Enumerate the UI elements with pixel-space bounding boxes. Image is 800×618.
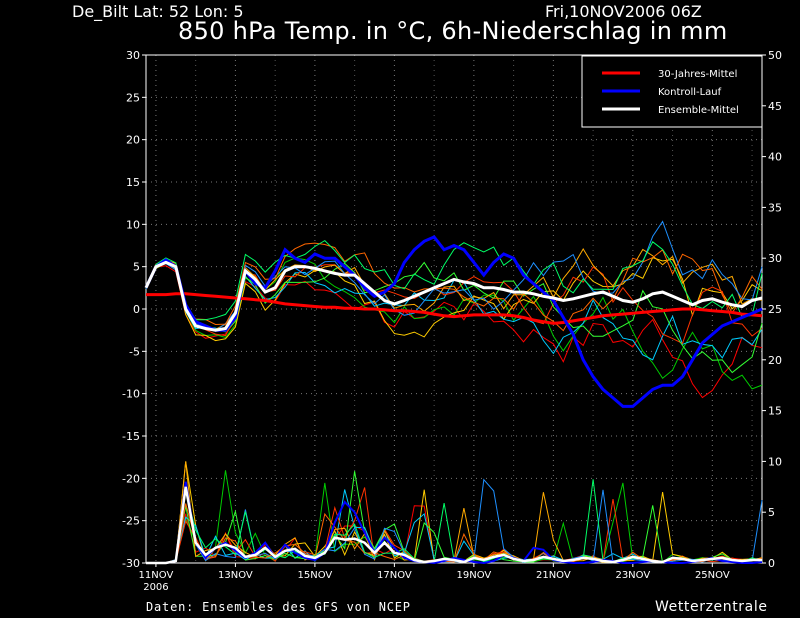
station-info: De_Bilt Lat: 52 Lon: 5	[72, 2, 244, 21]
precip-ensemble-members	[146, 461, 763, 564]
y-tick-label-left: 20	[126, 134, 140, 147]
y-tick-label-right: 50	[768, 49, 782, 62]
temp-member-line	[145, 239, 763, 321]
y-tick-label-left: 25	[126, 91, 140, 104]
precip-ensemble-mean-line	[146, 486, 762, 565]
temp-member-line	[145, 265, 763, 399]
y-tick-label-right: 45	[768, 100, 782, 113]
y-tick-label-right: 35	[768, 201, 782, 214]
y-tick-label-right: 25	[768, 303, 782, 316]
x-tick-label: 21NOV	[536, 570, 571, 581]
x-tick-label: 13NOV	[218, 570, 253, 581]
x-tick-label: 11NOV	[139, 570, 174, 581]
legend-label: Kontroll-Lauf	[658, 87, 722, 98]
y-tick-label-left: 0	[133, 303, 140, 316]
temp-member-line	[145, 220, 763, 332]
climate-mean-line	[146, 292, 763, 325]
y-tick-label-right: 0	[768, 557, 775, 570]
legend: 30-Jahres-Mittel Kontroll-Lauf Ensemble-Mi…	[581, 55, 763, 128]
temp-member-line	[145, 261, 763, 374]
chart-title: 850 hPa Temp. in °C, 6h-Niederschlag in …	[178, 17, 728, 45]
x-tick-sublabel: 2006	[143, 582, 168, 593]
x-tick-label: 17NOV	[377, 570, 412, 581]
y-tick-label-right: 30	[768, 252, 782, 265]
x-tick-label: 19NOV	[456, 570, 491, 581]
data-source: Daten: Ensembles des GFS von NCEP	[146, 600, 411, 614]
y-tick-label-left: 15	[126, 176, 140, 189]
y-tick-label-left: -25	[122, 515, 140, 528]
precip-member-line	[146, 461, 763, 564]
temp-member-line	[145, 242, 763, 332]
y-tick-label-right: 5	[768, 506, 775, 519]
y-tick-label-left: -5	[129, 345, 140, 358]
y-tick-label-right: 10	[768, 455, 782, 468]
temp-member-line	[145, 256, 763, 342]
x-tick-label: 15NOV	[298, 570, 333, 581]
ensemble-mean-line	[144, 260, 763, 332]
axes: -30 -25 -20 -15 -10 -5 0 5 10 15 20 25 30 0 5 10 15 20 25 3…	[122, 49, 782, 593]
legend-label: 30-Jahres-Mittel	[658, 69, 737, 80]
run-date: Fri,10NOV2006 06Z	[545, 2, 702, 21]
brand-label: Wetterzentrale	[655, 599, 768, 615]
y-tick-label-left: -10	[122, 388, 140, 401]
y-tick-label-right: 20	[768, 354, 782, 367]
y-tick-label-right: 15	[768, 405, 782, 418]
y-tick-label-left: 10	[126, 218, 140, 231]
legend-label: Ensemble-Mittel	[658, 105, 739, 116]
y-tick-label-left: -15	[122, 430, 140, 443]
x-tick-label: 23NOV	[615, 570, 650, 581]
x-tick-label: 25NOV	[695, 570, 730, 581]
temp-member-line	[145, 248, 763, 330]
main-series	[144, 235, 763, 565]
y-tick-label-left: 30	[126, 49, 140, 62]
y-tick-label-left: 5	[133, 261, 140, 274]
y-tick-label-right: 40	[768, 151, 782, 164]
y-tick-label-left: -30	[122, 557, 140, 570]
y-tick-label-left: -20	[122, 472, 140, 485]
